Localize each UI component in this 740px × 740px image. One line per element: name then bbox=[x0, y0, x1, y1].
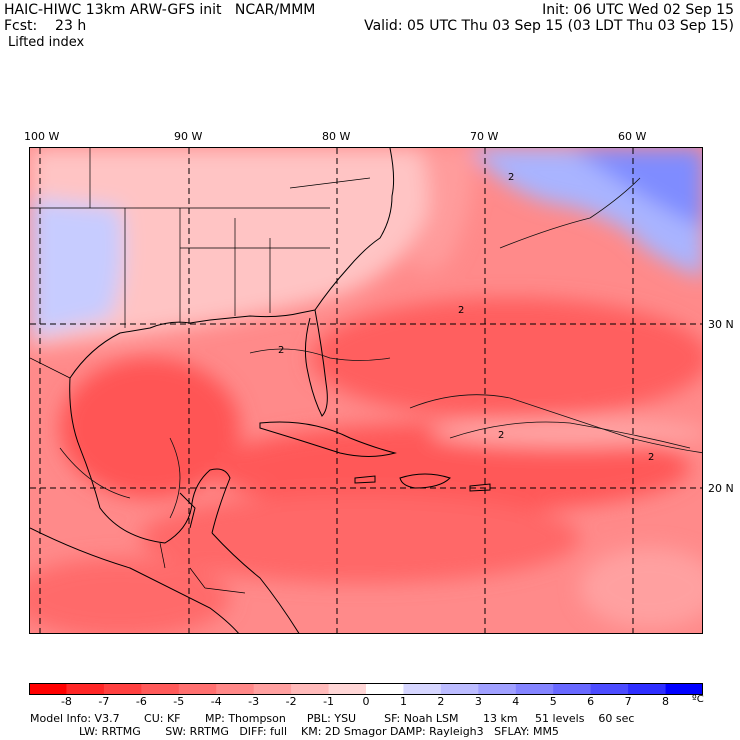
colorbar-unit: ºC bbox=[692, 694, 704, 705]
lon-label-80w: 80 W bbox=[322, 130, 351, 143]
colorbar-tick-label: -4 bbox=[210, 695, 222, 708]
colorbar-tick-label: 5 bbox=[549, 695, 557, 708]
colorbar-swatch bbox=[628, 683, 667, 695]
contour-label: 2 bbox=[648, 452, 654, 463]
colorbar-swatch bbox=[103, 683, 142, 695]
lon-label-60w: 60 W bbox=[618, 130, 647, 143]
colorbar-swatch bbox=[553, 683, 592, 695]
colorbar-tick-label: -6 bbox=[135, 695, 147, 708]
colorbar-swatch bbox=[29, 683, 67, 695]
colorbar-tick-label: 4 bbox=[512, 695, 520, 708]
colorbar-swatch bbox=[178, 683, 217, 695]
colorbar-tick-label: -5 bbox=[173, 695, 185, 708]
contour-label: 2 bbox=[278, 345, 284, 356]
colorbar-swatch bbox=[253, 683, 292, 695]
forecast-hour: Fcst: 23 h bbox=[4, 18, 87, 34]
colorbar-swatch bbox=[291, 683, 330, 695]
colorbar-tick-label: -2 bbox=[285, 695, 297, 708]
lat-label-30n: 30 N bbox=[708, 318, 734, 331]
contour-label: 2 bbox=[498, 430, 504, 441]
colorbar-swatch bbox=[403, 683, 442, 695]
init-time: Init: 06 UTC Wed 02 Sep 15 bbox=[542, 2, 734, 18]
colorbar-tick-label: -8 bbox=[60, 695, 72, 708]
model-title: HAIC-HIWC 13km ARW-GFS init NCAR/MMM bbox=[4, 2, 316, 18]
colorbar-tick-label: -1 bbox=[323, 695, 335, 708]
contour-label: 2 bbox=[458, 305, 464, 316]
colorbar bbox=[29, 680, 704, 699]
valid-time: Valid: 05 UTC Thu 03 Sep 15 (03 LDT Thu … bbox=[364, 18, 734, 34]
lon-label-100w: 100 W bbox=[24, 130, 60, 143]
colorbar-swatch bbox=[216, 683, 255, 695]
colorbar-tick-label: -3 bbox=[248, 695, 260, 708]
model-info-line: Model Info: V3.7 CU: KF MP: Thompson PBL… bbox=[30, 712, 635, 725]
model-physics-line: LW: RRTMG SW: RRTMG DIFF: full KM: 2D Sm… bbox=[30, 725, 559, 738]
colorbar-tick-label: 8 bbox=[662, 695, 670, 708]
colorbar-swatch bbox=[366, 683, 404, 695]
colorbar-swatch bbox=[141, 683, 180, 695]
colorbar-tick-label: 2 bbox=[437, 695, 445, 708]
colorbar-tick-label: 1 bbox=[399, 695, 407, 708]
colorbar-swatch bbox=[515, 683, 554, 695]
colorbar-swatch bbox=[590, 683, 629, 695]
colorbar-swatch bbox=[478, 683, 517, 695]
contour-label: 2 bbox=[508, 172, 514, 183]
colorbar-swatch bbox=[328, 683, 367, 695]
colorbar-swatch bbox=[665, 683, 704, 695]
colorbar-swatch bbox=[440, 683, 479, 695]
lifted-index-map: 2 2 2 2 2 bbox=[29, 147, 703, 634]
colorbar-tick-label: 0 bbox=[362, 695, 370, 708]
lon-label-70w: 70 W bbox=[470, 130, 499, 143]
field-name: Lifted index bbox=[8, 35, 85, 50]
lon-label-90w: 90 W bbox=[174, 130, 203, 143]
lat-label-20n: 20 N bbox=[708, 482, 734, 495]
colorbar-tick-label: 3 bbox=[474, 695, 482, 708]
colorbar-swatch bbox=[66, 683, 105, 695]
colorbar-tick-label: -7 bbox=[98, 695, 110, 708]
colorbar-tick-label: 6 bbox=[587, 695, 595, 708]
colorbar-tick-label: 7 bbox=[624, 695, 632, 708]
